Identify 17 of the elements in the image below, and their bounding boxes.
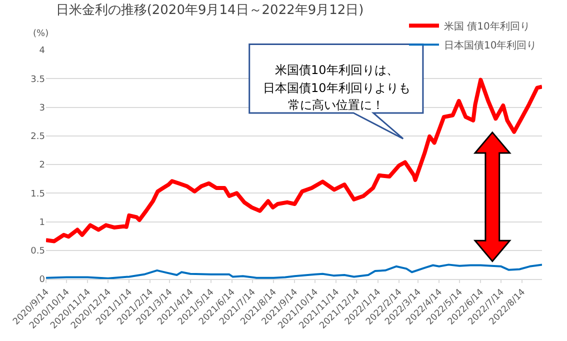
y-tick-label: 0.5 bbox=[30, 246, 45, 257]
y-tick-label: 2 bbox=[39, 160, 45, 171]
y-tick-label: 4 bbox=[39, 46, 46, 56]
legend-label: 日本国債10年利回り bbox=[444, 39, 537, 52]
y-tick-label: 1 bbox=[39, 218, 45, 228]
chart-title: 日米金利の推移(2020年9月14日～2022年9月12日) bbox=[56, 3, 364, 18]
legend-label: 米国 債10年利回り bbox=[444, 20, 530, 32]
y-tick-label: 2.5 bbox=[30, 132, 45, 142]
y-tick-label: 3 bbox=[39, 103, 45, 114]
annotation: 常に高い位置に！ bbox=[288, 98, 384, 112]
annotation: 米国債10年利回りは、 bbox=[275, 63, 398, 77]
y-axis-title: (%) bbox=[33, 29, 49, 39]
annotation: 日本国債10年利回りよりも bbox=[263, 81, 410, 95]
y-tick-label: 0 bbox=[39, 275, 46, 286]
line-series bbox=[46, 78, 542, 244]
y-tick-label: 1.5 bbox=[30, 189, 45, 200]
y-tick-label: 3.5 bbox=[30, 74, 45, 85]
